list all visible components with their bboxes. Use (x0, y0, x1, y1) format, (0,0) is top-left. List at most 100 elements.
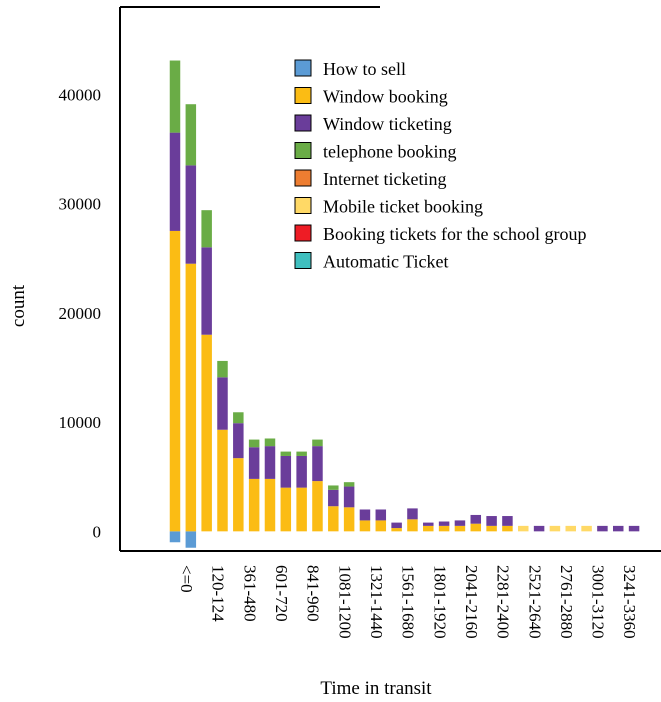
bar-segment-2-6 (264, 446, 276, 479)
legend-swatch-1 (294, 87, 312, 104)
y-tick-label-4: 40000 (59, 85, 102, 104)
bar-segment-5-25 (565, 525, 576, 532)
bar-segment-2-18 (454, 520, 466, 526)
bar-segment-2-8 (296, 455, 307, 488)
bar-segment-2-16 (423, 522, 434, 526)
bar-segment-2-17 (438, 521, 450, 526)
bar-segment-1-6 (264, 478, 276, 532)
bar-segment-3-6 (264, 438, 276, 447)
bar-segment-1-1 (185, 263, 197, 532)
x-tick-label-8: 841-960 (304, 565, 323, 622)
legend-swatch-5 (294, 197, 312, 214)
x-tick-label-6: 601-720 (272, 565, 291, 622)
bar-segment-1-16 (423, 525, 434, 532)
bar-segment-3-9 (312, 439, 323, 447)
bar-segment-2-20 (486, 516, 497, 526)
x-tick-label-14: 1561-1680 (399, 565, 418, 639)
x-tick-label-24: 2761-2880 (557, 565, 576, 639)
legend-swatch-3 (294, 142, 312, 159)
bar-segment-3-2 (201, 210, 212, 248)
bar-segment-1-11 (343, 507, 355, 532)
bar-segment-2-10 (328, 489, 339, 507)
bar-segment-2-9 (312, 446, 323, 482)
bar-segment-3-0 (169, 60, 181, 133)
bar-segment-2-12 (359, 509, 371, 521)
y-axis-title: count (8, 284, 29, 327)
bar-segment-1-18 (454, 525, 466, 532)
y-tick-labels: 0 10000 20000 30000 40000 (59, 85, 102, 541)
bar-segment-1-14 (391, 528, 402, 532)
legend-swatch-2 (294, 114, 312, 132)
legend-label-7: Automatic Ticket (323, 252, 449, 272)
bar-segment-2-5 (248, 447, 260, 479)
bar-segment-3-4 (233, 412, 244, 424)
bar-segment-2-4 (233, 423, 244, 459)
bar-segment-0-1 (185, 531, 197, 548)
bar-segment-2-1 (185, 165, 197, 264)
bar-segment-1-0 (169, 230, 181, 532)
bar-segment-1-7 (280, 487, 292, 532)
bar-segment-3-7 (280, 451, 292, 456)
x-tick-label-0: <=0 (177, 565, 196, 593)
bar-segment-3-8 (296, 451, 307, 456)
bar-segment-2-2 (201, 247, 212, 335)
legend-label-3: telephone booking (323, 142, 456, 162)
bar-segment-1-8 (296, 487, 307, 532)
bar-segment-1-5 (248, 478, 260, 532)
bar-segment-2-7 (280, 455, 292, 488)
bar-segment-1-10 (328, 506, 339, 532)
bar-segment-2-15 (407, 508, 418, 520)
bar-segment-2-11 (343, 486, 355, 508)
x-tick-labels: <=0 120-124 361-480 601-720 841-960 1081-1200… (177, 565, 639, 639)
axes-layer (119, 6, 661, 552)
x-tick-label-16: 1801-1920 (430, 565, 449, 639)
bar-segment-1-15 (407, 519, 418, 532)
bar-segment-3-10 (328, 485, 339, 490)
bar-segment-2-14 (391, 522, 402, 529)
bar-segment-1-19 (470, 523, 482, 532)
bar-segment-1-21 (502, 525, 513, 532)
bar-segment-3-3 (217, 360, 228, 378)
legend-swatch-4 (294, 169, 312, 187)
legend: How to sell Window booking Window ticketin… (294, 59, 586, 272)
bar-segment-1-20 (486, 525, 497, 532)
x-tick-label-28: 3241-3360 (620, 565, 639, 639)
bar-segment-2-3 (217, 377, 228, 430)
legend-label-2: Window ticketing (323, 114, 452, 134)
bar-segment-5-22 (518, 525, 529, 532)
x-tick-label-10: 1081-1200 (335, 565, 354, 639)
y-tick-label-1: 10000 (59, 413, 102, 432)
bar-segment-3-5 (248, 439, 260, 448)
x-tick-label-22: 2521-2640 (525, 565, 544, 639)
bar-segment-0-0 (169, 531, 181, 543)
bar-segment-2-27 (597, 525, 608, 532)
x-tick-label-26: 3001-3120 (589, 565, 608, 639)
bar-segment-1-12 (359, 520, 371, 532)
bar-segment-2-13 (375, 509, 387, 521)
bar-segment-1-17 (438, 525, 450, 532)
legend-swatch-6 (294, 224, 312, 242)
bar-segment-3-11 (343, 482, 355, 487)
y-tick-label-3: 30000 (59, 195, 102, 214)
bar-segment-1-13 (375, 520, 387, 532)
legend-swatch-7 (294, 252, 312, 269)
bar-segment-2-19 (470, 514, 482, 524)
x-tick-label-4: 361-480 (240, 565, 259, 622)
bar-segment-2-23 (533, 525, 545, 532)
bar-segment-2-0 (169, 132, 181, 231)
legend-label-5: Mobile ticket booking (323, 197, 483, 217)
legend-label-4: Internet ticketing (323, 169, 446, 189)
x-tick-label-2: 120-124 (209, 565, 228, 622)
bars-layer (169, 60, 640, 548)
bar-segment-1-3 (217, 429, 228, 532)
bar-segment-1-9 (312, 481, 323, 532)
y-tick-label-0: 0 (93, 522, 102, 541)
x-tick-label-12: 1321-1440 (367, 565, 386, 639)
bar-segment-2-21 (502, 516, 513, 526)
bar-segment-1-4 (233, 458, 244, 532)
legend-label-1: Window booking (323, 87, 448, 107)
bar-segment-5-26 (581, 525, 592, 532)
legend-label-0: How to sell (323, 59, 406, 79)
legend-label-6: Booking tickets for the school group (323, 224, 586, 244)
